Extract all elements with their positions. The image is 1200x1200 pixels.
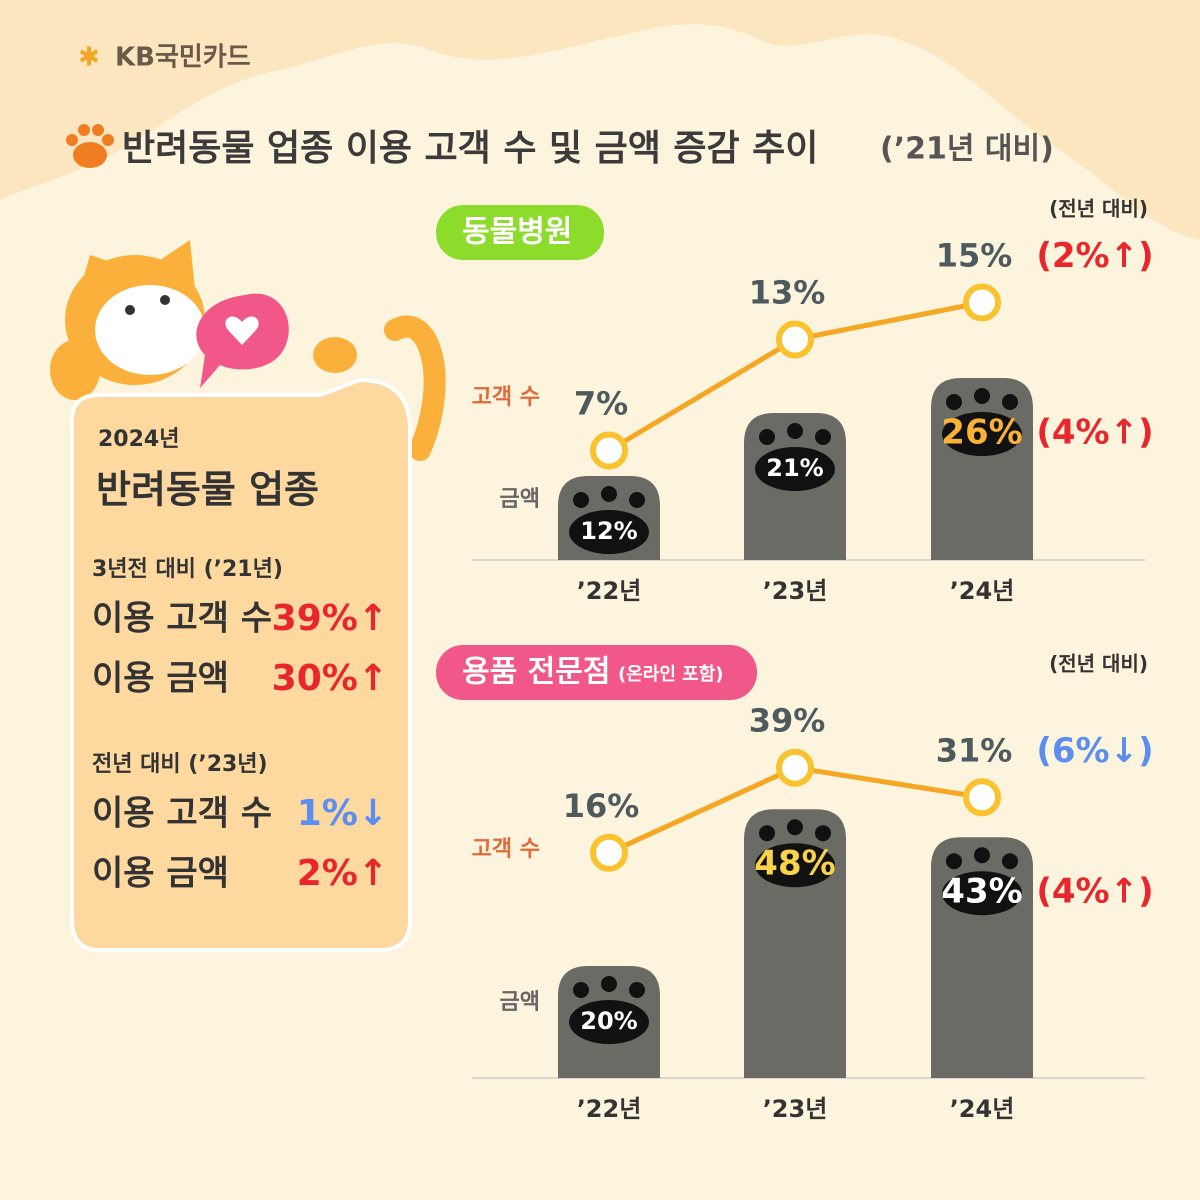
paw-toe <box>787 423 803 439</box>
line-value-label: 15% <box>936 237 1013 275</box>
series-name: 금액 <box>500 487 540 512</box>
change-label: (4%↑) <box>1036 413 1153 453</box>
group-heading: 3년전 대비 (’21년) <box>92 557 283 582</box>
chart-title: 동물병원 <box>462 215 572 250</box>
paw-toe <box>815 429 831 445</box>
paw-pad <box>942 871 1022 916</box>
line-point <box>590 833 628 872</box>
row-value: 30%↑ <box>272 658 388 699</box>
chart-title: 용품 전문점 <box>462 655 610 690</box>
change-label: (2%↑) <box>1036 236 1153 276</box>
paw-toe <box>601 976 617 992</box>
row-label: 이용 고객 수 <box>92 794 272 834</box>
summary-title: 반려동물 업종 <box>96 468 319 512</box>
paw-toe <box>974 388 990 404</box>
paw-toe <box>629 982 645 998</box>
bar-value-label: 26% <box>941 413 1022 453</box>
row-label: 이용 고객 수 <box>92 599 272 639</box>
paw-pad <box>755 447 835 491</box>
series-name: 금액 <box>500 990 540 1015</box>
bar-value-label: 20% <box>580 1007 637 1035</box>
row-value: 1%↓ <box>297 793 388 834</box>
page-title-note: (’21년 대비) <box>880 132 1054 167</box>
paw-pad <box>569 510 649 554</box>
paw-toe <box>759 825 775 842</box>
paw-toe <box>787 819 803 836</box>
bar-value-label: 48% <box>754 844 835 884</box>
line-value-label: 16% <box>563 787 640 825</box>
paw-toe <box>974 847 990 864</box>
cat-illustration <box>50 240 446 461</box>
row-label: 이용 금액 <box>92 854 229 894</box>
line-point <box>963 283 1001 322</box>
paw-toe <box>573 982 589 998</box>
line-point <box>590 431 628 470</box>
bar-value-label: 12% <box>580 517 637 545</box>
row-value: 2%↑ <box>297 853 388 894</box>
wave <box>0 0 1200 240</box>
line-value-label: 39% <box>749 702 826 740</box>
change-label: (6%↓) <box>1036 731 1153 771</box>
paw-toe <box>1002 394 1018 410</box>
change-note: (전년 대비) <box>1049 652 1148 676</box>
group-heading: 전년 대비 (’23년) <box>92 752 268 777</box>
paw-pad <box>942 412 1022 456</box>
chart-subtitle: (온라인 포함) <box>618 663 724 685</box>
change-note: (전년 대비) <box>1049 197 1148 221</box>
paw-pad <box>755 843 835 888</box>
paw-toe <box>946 394 962 410</box>
summary-groups: 3년전 대비 (’21년)이용 고객 수 39%↑이용 금액 30%↑전년 대비 (… <box>92 557 388 894</box>
chart-title-pill <box>436 205 604 260</box>
summary-card <box>70 377 412 952</box>
x-tick-label: ’24년 <box>950 577 1015 605</box>
paw-icon <box>66 124 114 168</box>
series-name: 고객 수 <box>472 837 540 862</box>
line-point <box>963 778 1001 817</box>
logo: KB국민카드 <box>115 43 251 73</box>
bar-value-label: 21% <box>766 454 823 482</box>
logo-mark: ✱ <box>78 43 100 73</box>
paw-toe <box>601 486 617 502</box>
line-value-label: 7% <box>574 385 628 423</box>
line-value-label: 31% <box>936 731 1013 769</box>
line-point <box>776 748 814 787</box>
paw-pad <box>569 1000 649 1044</box>
summary-year: 2024년 <box>98 427 179 452</box>
paw-toe <box>629 492 645 508</box>
x-tick-label: ’22년 <box>577 577 642 605</box>
paw-toe <box>815 825 831 842</box>
paw-toe <box>946 853 962 870</box>
x-tick-label: ’22년 <box>577 1095 642 1123</box>
series-name: 고객 수 <box>472 385 540 410</box>
paw-toe <box>1002 853 1018 870</box>
bar-value-label: 43% <box>941 872 1022 912</box>
line-point <box>776 320 814 359</box>
row-value: 39%↑ <box>272 598 388 639</box>
row-label: 이용 금액 <box>92 659 229 699</box>
bar <box>931 378 1033 560</box>
line-value-label: 13% <box>749 274 826 312</box>
chart-title-pill <box>436 645 757 700</box>
paw-toe <box>573 492 589 508</box>
change-label: (4%↑) <box>1036 872 1153 912</box>
x-tick-label: ’23년 <box>763 577 828 605</box>
paw-toe <box>759 429 775 445</box>
page-title: 반려동물 업종 이용 고객 수 및 금액 증감 추이 <box>122 128 818 169</box>
x-tick-label: ’23년 <box>763 1095 828 1123</box>
x-tick-label: ’24년 <box>950 1095 1015 1123</box>
